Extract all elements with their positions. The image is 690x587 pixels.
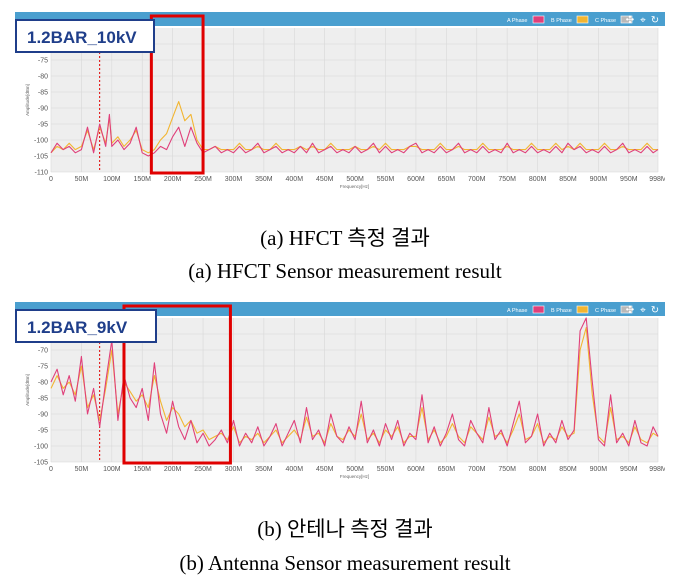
refresh-icon: ↻: [651, 305, 659, 316]
x-tick-label: 250M: [194, 176, 212, 183]
x-tick-label: 0: [49, 176, 53, 183]
x-tick-label: 350M: [255, 176, 273, 183]
y-tick-label: -70: [38, 348, 48, 355]
x-tick-label: 650M: [438, 466, 456, 473]
x-tick-label: 100M: [103, 176, 121, 183]
x-tick-label: 998M: [649, 176, 665, 183]
legend-label: C Phase: [595, 18, 616, 24]
x-tick-label: 800M: [529, 466, 547, 473]
caption-b-english: (b) Antenna Sensor measurement result: [179, 551, 511, 575]
x-tick-label: 50M: [75, 176, 89, 183]
legend-label: A Phase: [507, 308, 528, 314]
x-tick-label: 500M: [346, 466, 364, 473]
x-tick-label: 950M: [620, 466, 638, 473]
y-axis-label: Amplitude[dBm]: [25, 374, 30, 406]
x-tick-label: 850M: [559, 176, 577, 183]
x-tick-label: 600M: [407, 466, 425, 473]
y-tick-label: -105: [34, 460, 48, 467]
x-tick-label: 998M: [649, 466, 665, 473]
y-axis-label: Amplitude[dBm]: [25, 84, 30, 116]
y-tick-label: -85: [38, 90, 48, 97]
y-tick-label: -90: [38, 106, 48, 113]
highlight-box: [149, 14, 205, 175]
caption-a-english: (a) HFCT Sensor measurement result: [188, 259, 502, 283]
x-tick-label: 450M: [316, 466, 334, 473]
legend-swatch: [620, 15, 633, 24]
x-tick-label: 550M: [377, 176, 395, 183]
y-tick-label: -85: [38, 396, 48, 403]
y-tick-label: -105: [34, 154, 48, 161]
chart-panel-a: A Phase B Phase C Phase ✣ ⌖ ↻ 0 50M 100M 150M 200M…: [15, 12, 665, 195]
x-tick-label: 950M: [620, 176, 638, 183]
legend-label: B Phase: [551, 18, 572, 24]
x-tick-label: 900M: [590, 176, 608, 183]
legend-swatch: [576, 15, 589, 24]
caption-b-korean: (b) 안테나 측정 결과: [257, 517, 433, 541]
y-tick-label: -75: [38, 58, 48, 65]
x-tick-label: 0: [49, 466, 53, 473]
y-tick-label: -75: [38, 364, 48, 371]
highlight-box: [122, 304, 232, 465]
legend-swatch: [532, 15, 545, 24]
legend-label: B Phase: [551, 308, 572, 314]
x-tick-label: 750M: [498, 176, 516, 183]
y-tick-label: -90: [38, 412, 48, 419]
condition-label: 1.2BAR_10kV: [15, 19, 155, 53]
y-tick-label: -95: [38, 428, 48, 435]
measure-icon: ⌖: [640, 15, 646, 26]
chart-panel-b: A Phase B Phase C Phase ✣ ⌖ ↻ 0 50M 100M 150M 200M…: [15, 302, 665, 485]
caption-a-korean: (a) HFCT 측정 결과: [260, 226, 430, 250]
y-tick-label: -95: [38, 122, 48, 129]
x-tick-label: 200M: [164, 176, 182, 183]
x-tick-label: 500M: [346, 176, 364, 183]
series-line-a-phase: [50, 113, 659, 157]
x-tick-label: 300M: [225, 466, 243, 473]
y-tick-label: -80: [38, 74, 48, 81]
legend-swatch: [532, 305, 545, 314]
x-tick-label: 450M: [316, 176, 334, 183]
refresh-icon: ↻: [651, 15, 659, 26]
x-tick-label: 50M: [75, 466, 89, 473]
expand-icon: ✣: [626, 305, 634, 316]
x-tick-label: 150M: [133, 466, 151, 473]
legend-label: C Phase: [595, 308, 616, 314]
x-tick-label: 650M: [438, 176, 456, 183]
x-axis-label: Frequency[Hz]: [340, 474, 369, 479]
x-tick-label: 700M: [468, 466, 486, 473]
legend-swatch: [576, 305, 589, 314]
x-tick-label: 850M: [559, 466, 577, 473]
x-tick-label: 300M: [225, 176, 243, 183]
x-tick-label: 100M: [103, 466, 121, 473]
y-tick-label: -100: [34, 444, 48, 451]
series-line-a-phase: [50, 317, 659, 447]
x-axis-label: Frequency[Hz]: [340, 184, 369, 189]
series-line-b-phase: [50, 101, 658, 154]
x-tick-label: 900M: [590, 466, 608, 473]
condition-label: 1.2BAR_9kV: [15, 309, 157, 343]
x-tick-label: 400M: [286, 176, 304, 183]
y-tick-label: -80: [38, 380, 48, 387]
x-tick-label: 350M: [255, 466, 273, 473]
x-tick-label: 150M: [133, 176, 151, 183]
x-tick-label: 700M: [468, 176, 486, 183]
x-tick-label: 600M: [407, 176, 425, 183]
measure-icon: ⌖: [640, 305, 646, 316]
y-tick-label: -100: [34, 138, 48, 145]
legend-swatch: [620, 305, 633, 314]
x-tick-label: 750M: [498, 466, 516, 473]
x-tick-label: 250M: [194, 466, 212, 473]
x-tick-label: 800M: [529, 176, 547, 183]
expand-icon: ✣: [626, 15, 634, 26]
legend-label: A Phase: [507, 18, 528, 24]
y-tick-label: -110: [35, 170, 49, 177]
x-tick-label: 550M: [377, 466, 395, 473]
x-tick-label: 200M: [164, 466, 182, 473]
x-tick-label: 400M: [286, 466, 304, 473]
